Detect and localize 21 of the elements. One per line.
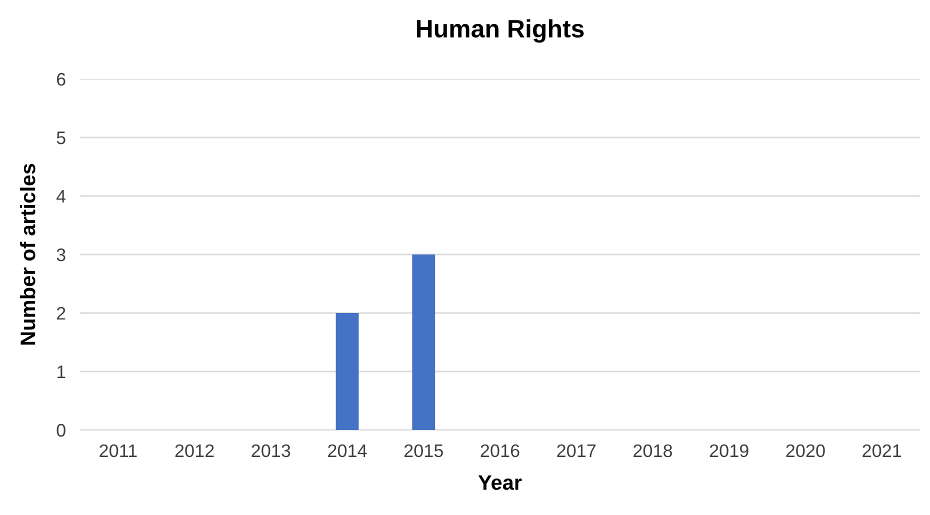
x-tick-label: 2013 (252, 444, 290, 458)
x-tick-label: 2018 (634, 444, 672, 458)
x-tick-label: 2015 (404, 444, 443, 458)
y-tick-label: 2 (56, 306, 66, 320)
x-tick-label: 2017 (557, 444, 596, 458)
y-axis-title: Number of articles (20, 164, 36, 345)
y-tick-label: 6 (56, 72, 66, 86)
y-tick-label: 0 (56, 424, 66, 437)
x-tick-label: 2020 (786, 444, 825, 458)
x-tick-label: 2011 (100, 444, 137, 458)
x-tick-label: 2012 (175, 444, 214, 458)
y-tick-label: 5 (56, 132, 66, 144)
x-axis-title: Year (478, 475, 522, 490)
chart-title: Human Rights (416, 19, 584, 43)
x-tick-label: 2014 (328, 444, 367, 458)
y-tick-label: 4 (56, 190, 66, 203)
y-tick-label: 1 (57, 366, 66, 378)
x-tick-label: 2019 (710, 444, 748, 458)
y-tick-label: 3 (56, 248, 66, 262)
x-tick-label: 2021 (862, 444, 902, 458)
x-tick-label: 2016 (480, 444, 520, 458)
